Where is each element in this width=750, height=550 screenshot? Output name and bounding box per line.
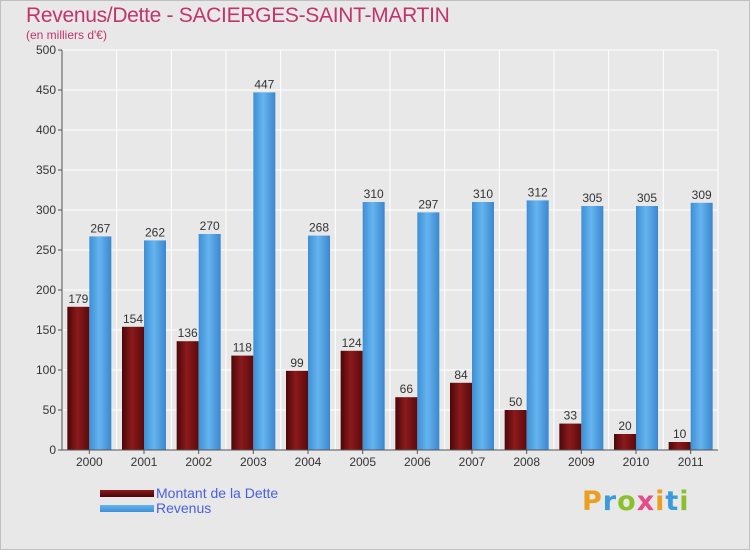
revenus-value-label: 305 — [582, 191, 602, 205]
logo-letter: i — [655, 486, 666, 517]
chart-title: Revenus/Dette - SACIERGES-SAINT-MARTIN — [26, 4, 450, 27]
dette-bar — [286, 370, 308, 450]
dette-bar — [67, 306, 90, 450]
revenus-bar — [417, 212, 440, 450]
x-tick-label: 2010 — [623, 455, 650, 469]
y-tick-label: 350 — [36, 163, 56, 177]
revenus-value-label: 267 — [90, 221, 110, 235]
x-tick-label: 2007 — [459, 455, 486, 469]
dette-bar — [614, 434, 636, 450]
y-tick-label: 450 — [36, 83, 56, 97]
y-tick-label: 400 — [36, 123, 56, 137]
logo-letter: t — [665, 486, 680, 517]
revenus-bar — [690, 202, 713, 450]
dette-value-label: 50 — [509, 395, 523, 409]
revenus-value-label: 270 — [200, 219, 220, 233]
revenus-bar — [472, 202, 494, 450]
legend-swatch-revenus — [100, 505, 154, 512]
legend-label-dette: Montant de la Dette — [156, 485, 279, 501]
chart-subtitle: (en milliers d'€) — [26, 28, 107, 42]
x-tick-label: 2002 — [185, 455, 212, 469]
revenus-bar — [581, 206, 604, 450]
dette-bar — [122, 326, 144, 450]
revenus-value-label: 312 — [528, 185, 548, 199]
x-tick-label: 2008 — [513, 455, 540, 469]
x-tick-label: 2011 — [678, 455, 704, 469]
logo-letter: r — [602, 486, 618, 517]
revenus-bar — [144, 240, 166, 450]
logo-letter: i — [679, 486, 690, 517]
dette-bar — [450, 382, 472, 450]
revenus-value-label: 447 — [254, 77, 274, 91]
dette-value-label: 136 — [178, 326, 198, 340]
x-tick-label: 2005 — [349, 455, 376, 469]
y-tick-label: 0 — [49, 443, 56, 457]
revenus-bar — [526, 200, 549, 450]
y-tick-label: 500 — [36, 43, 56, 57]
dette-bar — [559, 423, 582, 450]
x-tick-label: 2004 — [295, 455, 322, 469]
y-tick-label: 300 — [36, 203, 56, 217]
logo-letter: o — [617, 486, 637, 517]
y-tick-label: 200 — [36, 283, 56, 297]
logo-letter: x — [636, 486, 656, 517]
revenus-value-label: 310 — [473, 187, 493, 201]
revenus-bar — [198, 234, 221, 450]
y-tick-label: 250 — [36, 243, 56, 257]
x-tick-label: 2001 — [131, 455, 158, 469]
logo-letter: P — [582, 486, 603, 517]
x-tick-label: 2000 — [76, 455, 103, 469]
revenus-value-label: 297 — [418, 197, 438, 211]
dette-bar — [668, 442, 691, 450]
revenus-value-label: 310 — [364, 187, 384, 201]
legend-swatch-dette — [100, 490, 154, 497]
dette-bar — [176, 341, 199, 450]
legend-label-revenus: Revenus — [156, 500, 212, 516]
revenus-bar — [636, 206, 658, 450]
proxiti-logo: Proxiti — [582, 486, 690, 517]
revenus-bar — [253, 92, 276, 451]
x-tick-label: 2006 — [404, 455, 431, 469]
y-tick-label: 50 — [43, 403, 57, 417]
dette-value-label: 10 — [673, 427, 687, 441]
dette-value-label: 124 — [342, 336, 362, 350]
dette-value-label: 179 — [68, 292, 88, 306]
dette-value-label: 20 — [618, 419, 632, 433]
revenus-bar — [89, 236, 112, 450]
dette-bar — [395, 397, 418, 450]
dette-value-label: 99 — [290, 356, 304, 370]
revenus-bar — [308, 235, 330, 450]
revenus-value-label: 262 — [145, 225, 165, 239]
y-tick-label: 100 — [36, 363, 56, 377]
dette-bar — [231, 355, 254, 450]
x-tick-label: 2003 — [240, 455, 267, 469]
dette-value-label: 33 — [564, 409, 578, 423]
dette-value-label: 66 — [400, 382, 414, 396]
revenus-value-label: 305 — [637, 191, 657, 205]
dette-value-label: 118 — [233, 341, 252, 355]
dette-value-label: 154 — [123, 312, 143, 326]
revenus-bar — [362, 202, 385, 450]
x-tick-label: 2009 — [568, 455, 595, 469]
revenus-value-label: 309 — [692, 188, 712, 202]
dette-bar — [340, 350, 363, 450]
revenus-value-label: 268 — [309, 221, 329, 235]
y-tick-label: 150 — [36, 323, 56, 337]
dette-bar — [504, 410, 527, 450]
dette-value-label: 84 — [454, 368, 468, 382]
